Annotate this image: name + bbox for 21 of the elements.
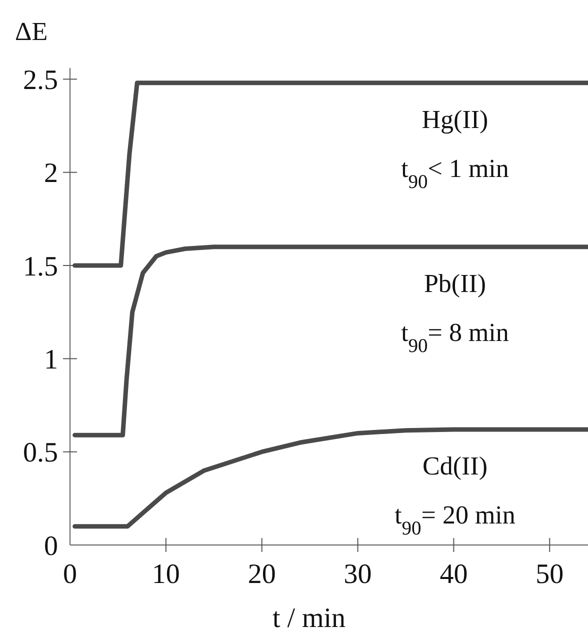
series-label: Hg(II) (422, 104, 488, 134)
y-tick-label: 1.5 (23, 251, 58, 282)
y-tick-label: 0.5 (23, 438, 58, 469)
annotation: t$_{90}$= 8 min (401, 318, 509, 356)
line-series (72, 244, 588, 438)
x-axis-title: t / min (272, 603, 346, 634)
y-tick-label: 2 (44, 158, 58, 190)
x-tick-label: 20 (248, 559, 276, 590)
x-tick-label: 40 (440, 559, 468, 590)
y-tick-label: 0 (44, 530, 58, 562)
x-tick-label: 30 (344, 559, 372, 590)
x-tick-label: 50 (536, 559, 564, 590)
series-label: Pb(II) (424, 268, 486, 298)
y-tick-label: 2.5 (23, 64, 58, 96)
x-tick-label: 10 (152, 559, 180, 590)
annotation: t$_{90}$= 20 min (394, 500, 516, 539)
series-label: Cd(II) (422, 451, 488, 480)
y-axis-title: ΔE (15, 17, 48, 46)
annotation: t$_{90}$< 1 min (401, 154, 509, 192)
x-tick-label: 0 (63, 559, 77, 590)
y-tick-label: 1 (44, 344, 58, 376)
